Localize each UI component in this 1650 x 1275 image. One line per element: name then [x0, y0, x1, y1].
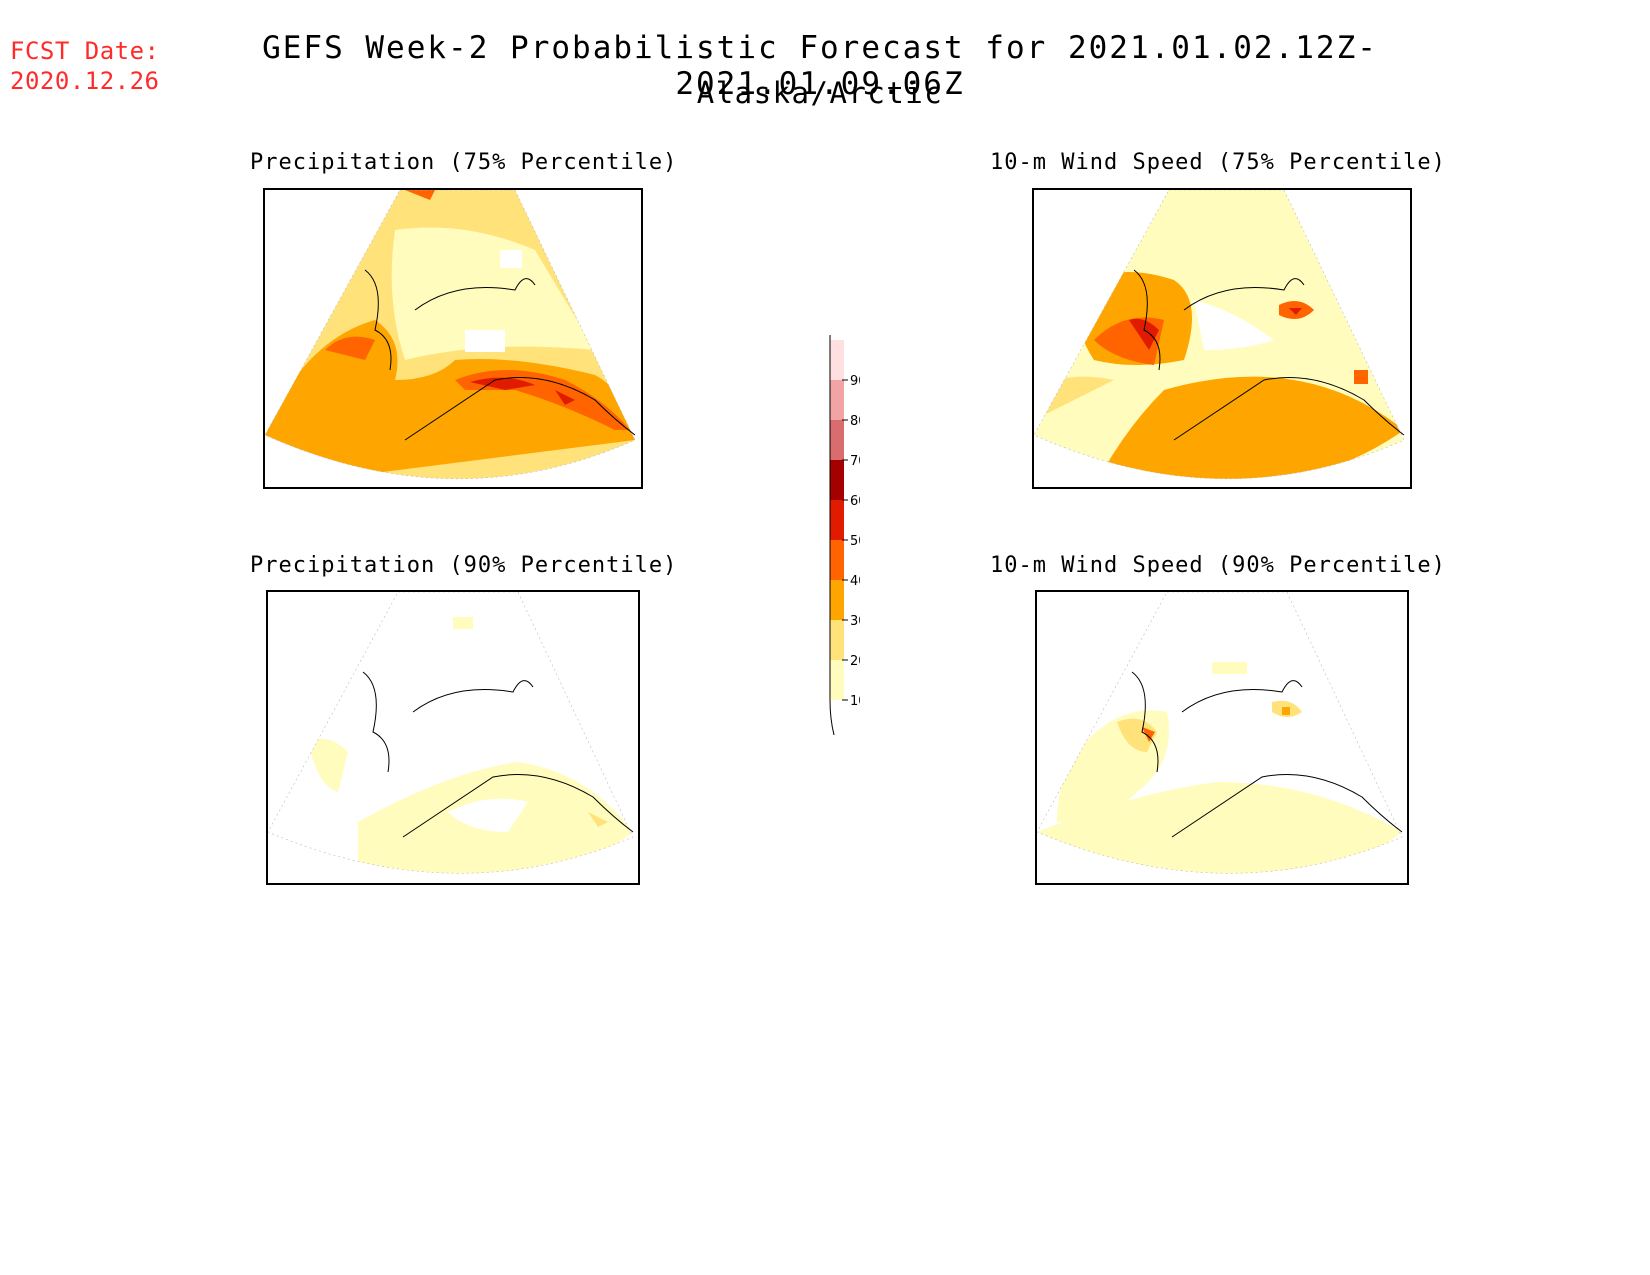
legend-label: 30 [850, 614, 860, 629]
panel-title-wind-90: 10-m Wind Speed (90% Percentile) [990, 553, 1446, 578]
legend-label: 90 [850, 374, 860, 389]
legend-label: 10 [850, 694, 860, 709]
panel-title-precip-90: Precipitation (90% Percentile) [250, 553, 678, 578]
legend-label: 20 [850, 654, 860, 669]
panel-title-precip-75: Precipitation (75% Percentile) [250, 150, 678, 175]
legend-label: 40 [850, 574, 860, 589]
map-wind-75 [1032, 188, 1412, 489]
legend-swatch [830, 540, 844, 580]
legend-swatch [830, 580, 844, 620]
legend-lower-tail [829, 699, 838, 746]
forecast-date-label: FCST Date: [10, 37, 160, 65]
map-wind-90 [1035, 590, 1409, 885]
forecast-date-block: FCST Date: 2020.12.26 [10, 36, 160, 96]
legend-label: 70 [850, 454, 860, 469]
region-subtitle: Alaska/Arctic [696, 76, 944, 110]
legend-label: 60 [850, 494, 860, 509]
legend-label: 50 [850, 534, 860, 549]
legend-swatch [830, 420, 844, 460]
legend-swatch [830, 620, 844, 660]
legend-label: 80 [850, 414, 860, 429]
legend-swatch [830, 340, 844, 380]
legend-swatch [830, 380, 844, 420]
map-precip-75 [263, 188, 643, 489]
legend-swatch [830, 460, 844, 500]
legend-swatch [830, 660, 844, 700]
legend-swatch [830, 500, 844, 540]
map-precip-90 [266, 590, 640, 885]
panel-title-wind-75: 10-m Wind Speed (75% Percentile) [990, 150, 1446, 175]
legend-upper-tail [829, 304, 838, 341]
color-legend: 10 20 30 40 50 60 70 80 90 [780, 304, 867, 746]
page-title: GEFS Week-2 Probabilistic Forecast for 2… [262, 30, 1378, 102]
forecast-date-value: 2020.12.26 [10, 67, 160, 95]
